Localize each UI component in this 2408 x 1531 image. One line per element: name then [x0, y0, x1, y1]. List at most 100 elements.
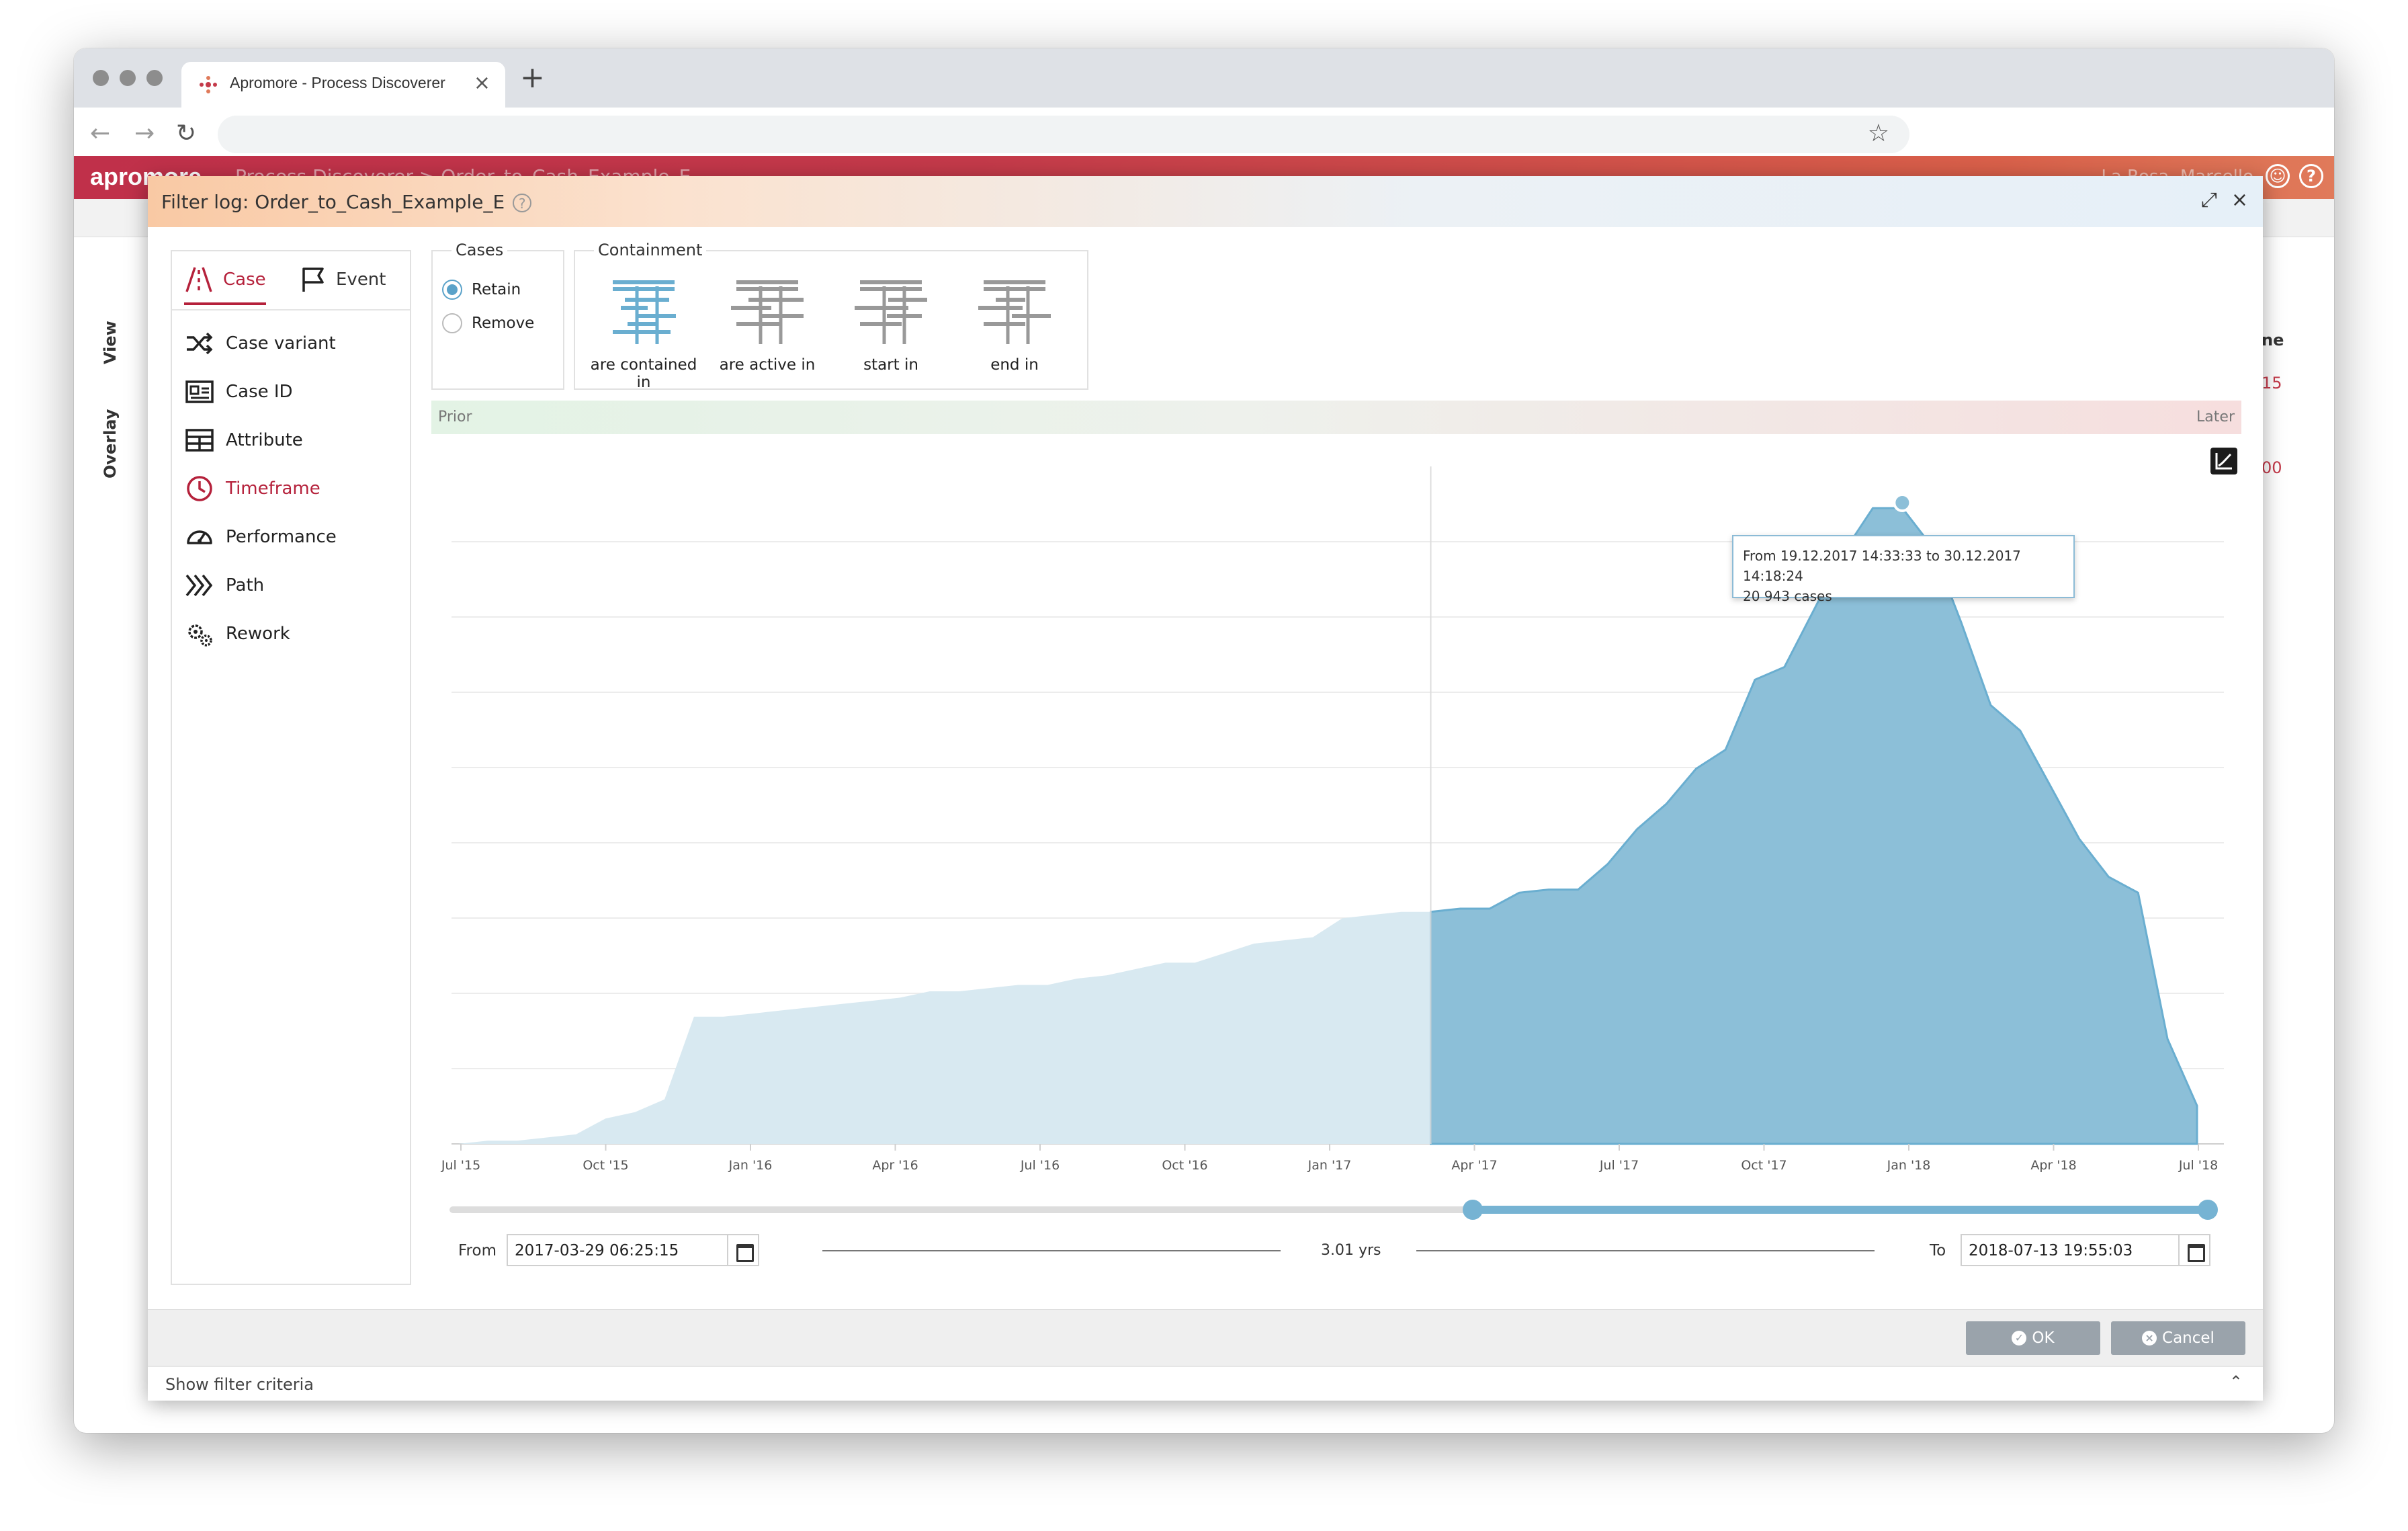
table-icon: [185, 429, 214, 452]
sidebar-item-rework[interactable]: Rework: [185, 620, 290, 648]
chart-tooltip: From 19.12.2017 14:33:33 to 30.12.2017 1…: [1732, 535, 2075, 604]
timeframe-chart[interactable]: Jul '15 Oct '15 Jan '16 Apr '16 Jul '16 Oct '…: [148, 176, 2263, 1305]
close-tab-icon[interactable]: ×: [473, 71, 490, 95]
ok-button[interactable]: ✓ OK: [1966, 1321, 2100, 1355]
background-fragment: ne: [2262, 331, 2284, 349]
from-label: From: [458, 1242, 497, 1259]
chart-type-button[interactable]: [2210, 448, 2237, 474]
containment-option-start[interactable]: start in: [829, 280, 953, 374]
gears-icon: [188, 624, 212, 647]
sidebar-item-label: Rework: [226, 624, 290, 644]
browser-tab[interactable]: Apromore - Process Discoverer ×: [181, 62, 505, 108]
overlay-side-tab[interactable]: Overlay: [101, 409, 120, 479]
user-icon[interactable]: ☺: [2266, 164, 2290, 188]
prior-later-bar: Prior Later: [431, 401, 2241, 434]
retain-label: Retain: [472, 281, 521, 298]
remove-label: Remove: [472, 315, 535, 332]
from-calendar-icon[interactable]: [727, 1234, 759, 1266]
sidebar-item-case-id[interactable]: Case ID: [185, 378, 293, 406]
sidebar-item-label: Timeframe: [226, 479, 320, 499]
x-tick-label: Jan '16: [728, 1158, 773, 1173]
divider: [1416, 1250, 1875, 1251]
dialog-title: Filter log: Order_to_Cash_Example_E: [161, 191, 505, 213]
cases-legend: Cases: [452, 241, 508, 259]
tab-case[interactable]: Case: [184, 266, 266, 305]
view-side-tab[interactable]: View: [101, 321, 120, 364]
tab-case-label: Case: [223, 270, 266, 290]
x-tick-label: Jan '17: [1307, 1158, 1352, 1173]
containment-option-end[interactable]: end in: [953, 280, 1076, 374]
radio-dot[interactable]: [442, 280, 462, 300]
check-icon: ✓: [2012, 1331, 2027, 1346]
range-slider-end-handle[interactable]: [2198, 1200, 2218, 1220]
help-circle-icon[interactable]: ?: [513, 194, 532, 212]
new-tab-button[interactable]: +: [520, 60, 545, 95]
line-chart-icon: [2215, 453, 2232, 470]
x-tick-label: Apr '16: [872, 1158, 918, 1173]
sidebar-item-label: Case variant: [226, 333, 336, 354]
cancel-label: Cancel: [2162, 1329, 2214, 1347]
background-fragment: 00: [2262, 458, 2282, 477]
to-date-input[interactable]: 2018-07-13 19:55:03: [1961, 1234, 2180, 1266]
flag-icon: [302, 267, 324, 292]
containment-legend: Containment: [594, 241, 707, 259]
dialog-title-row: Filter log: Order_to_Cash_Example_E?: [161, 191, 532, 213]
x-tick-label: Oct '16: [1162, 1158, 1207, 1173]
sidebar-item-label: Case ID: [226, 382, 293, 402]
help-icon[interactable]: ?: [2299, 164, 2323, 188]
gantt-start-icon: [855, 280, 927, 344]
back-icon[interactable]: ←: [90, 120, 111, 147]
show-filter-criteria-bar[interactable]: Show filter criteria ⌃: [148, 1366, 2263, 1401]
x-tick-label: Apr '18: [2030, 1158, 2076, 1173]
show-filter-criteria-label: Show filter criteria: [165, 1375, 314, 1394]
dialog-header: Filter log: Order_to_Cash_Example_E? ⤢ ×: [148, 176, 2263, 227]
later-label: Later: [2196, 409, 2235, 425]
retain-radio[interactable]: Retain: [442, 280, 521, 300]
tab-event[interactable]: Event: [300, 266, 386, 293]
sidebar-item-performance[interactable]: Performance: [185, 523, 337, 551]
maximize-dialog-icon[interactable]: ⤢: [2201, 188, 2217, 212]
close-window-icon[interactable]: [93, 70, 109, 86]
x-tick-label: Jul '17: [1599, 1158, 1639, 1173]
tab-event-label: Event: [336, 270, 386, 290]
divider: [822, 1250, 1281, 1251]
containment-option-contained[interactable]: are contained in: [582, 280, 705, 391]
radio-dot[interactable]: [442, 313, 462, 333]
sidebar-item-timeframe[interactable]: Timeframe: [185, 474, 320, 503]
forward-icon[interactable]: →: [134, 120, 155, 147]
ok-label: OK: [2032, 1329, 2055, 1347]
x-tick-label: Jul '16: [1020, 1158, 1060, 1173]
sidebar-item-case-variant[interactable]: Case variant: [185, 329, 336, 358]
sidebar-item-path[interactable]: Path: [185, 571, 264, 599]
x-tick-label: Jul '15: [441, 1158, 480, 1173]
road-icon: [185, 267, 212, 292]
sidebar-item-label: Path: [226, 575, 265, 595]
x-tick-label: Apr '17: [1451, 1158, 1497, 1173]
tab-strip: Apromore - Process Discoverer × +: [74, 48, 2334, 108]
sidebar-item-label: Attribute: [226, 430, 303, 450]
start-label: start in: [863, 356, 918, 374]
to-label: To: [1930, 1242, 1946, 1259]
clock-icon: [187, 476, 212, 501]
chevron-up-icon[interactable]: ⌃: [2229, 1372, 2243, 1391]
address-bar[interactable]: ☆: [218, 116, 1909, 153]
from-date-input[interactable]: 2017-03-29 06:25:15: [507, 1234, 728, 1266]
gantt-active-icon: [731, 280, 804, 344]
containment-option-active[interactable]: are active in: [705, 280, 829, 374]
close-dialog-icon[interactable]: ×: [2231, 188, 2248, 212]
x-tick-label: Oct '15: [583, 1158, 628, 1173]
bookmark-star-icon[interactable]: ☆: [1867, 120, 1889, 147]
minimize-window-icon[interactable]: [120, 70, 136, 86]
end-label: end in: [990, 356, 1039, 374]
background-fragment: 15: [2262, 374, 2282, 392]
contained-label: are contained in: [590, 356, 697, 391]
maximize-window-icon[interactable]: [146, 70, 163, 86]
tooltip-range: From 19.12.2017 14:33:33 to 30.12.2017 1…: [1743, 548, 2021, 584]
peak-marker[interactable]: [1893, 493, 1912, 512]
remove-radio[interactable]: Remove: [442, 313, 534, 333]
range-slider-start-handle[interactable]: [1463, 1200, 1483, 1220]
to-calendar-icon[interactable]: [2178, 1234, 2210, 1266]
cancel-button[interactable]: × Cancel: [2111, 1321, 2245, 1355]
sidebar-item-attribute[interactable]: Attribute: [185, 426, 303, 454]
reload-icon[interactable]: ↻: [176, 120, 197, 147]
